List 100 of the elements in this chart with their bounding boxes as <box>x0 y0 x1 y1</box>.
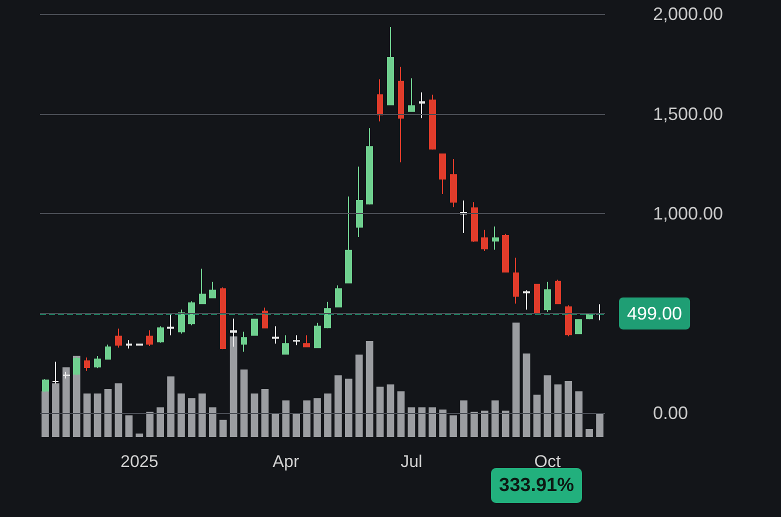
candlestick <box>262 307 268 328</box>
bar <box>554 384 562 437</box>
candlestick <box>555 279 561 304</box>
bar <box>324 394 332 437</box>
candlestick <box>251 318 258 336</box>
candlestick <box>282 334 289 355</box>
bar <box>282 400 290 437</box>
bar <box>450 415 457 437</box>
candlestick <box>492 226 499 250</box>
bar <box>575 391 583 437</box>
candlestick <box>523 290 530 310</box>
y-tick-label: 2,000.00 <box>653 4 724 24</box>
bar <box>167 376 174 437</box>
candlestick <box>126 340 132 350</box>
bar <box>62 367 70 437</box>
x-tick-label: 2025 <box>120 452 158 471</box>
bar <box>104 388 112 437</box>
candlestick <box>335 284 342 308</box>
bar <box>42 391 49 437</box>
y-tick-label: 1,500.00 <box>653 104 724 124</box>
candlestick <box>94 355 101 369</box>
bar <box>502 410 510 437</box>
candlestick <box>188 300 195 326</box>
candlestick <box>450 158 457 208</box>
bar <box>230 336 238 437</box>
bar <box>83 394 91 437</box>
bar <box>408 407 416 437</box>
x-tick-label: Oct <box>534 452 561 471</box>
bar <box>219 420 227 437</box>
candlestick <box>115 328 122 348</box>
x-tick-label: Jul <box>400 452 422 471</box>
bar <box>314 398 321 437</box>
bar <box>198 394 206 437</box>
candlestick <box>586 314 593 320</box>
bar <box>481 410 488 437</box>
candlestick <box>146 330 153 346</box>
candlestick <box>471 202 478 242</box>
bar <box>156 407 164 437</box>
ref-line-label: 499.00 <box>627 303 682 324</box>
candlestick <box>398 66 404 163</box>
bar <box>355 354 363 437</box>
candlestick <box>439 154 446 194</box>
candlestick <box>293 334 300 346</box>
bar <box>250 394 258 437</box>
bar <box>334 375 342 437</box>
bar <box>208 407 216 437</box>
bar <box>188 398 196 437</box>
bar <box>366 340 374 437</box>
bar <box>418 407 426 437</box>
candlestick <box>199 268 206 304</box>
candlestick <box>419 92 425 119</box>
candlestick <box>502 233 509 272</box>
candlestick <box>209 281 216 298</box>
candlestick <box>387 26 394 106</box>
bar <box>146 412 154 437</box>
candlestick <box>408 78 415 112</box>
bar <box>596 412 604 437</box>
candlestick <box>220 286 226 350</box>
candlestick <box>303 334 310 348</box>
bar <box>586 428 593 437</box>
candlestick <box>324 301 331 329</box>
candlestick <box>481 229 488 252</box>
bar <box>272 412 280 437</box>
candlestick <box>345 196 352 284</box>
y-tick-label: 1,000.00 <box>653 204 724 224</box>
candlestick <box>73 356 80 376</box>
bar <box>491 400 499 437</box>
candlestick <box>377 78 383 122</box>
bar <box>303 400 310 437</box>
bar <box>344 378 352 437</box>
candlestick <box>84 357 90 372</box>
candlestick <box>356 166 363 238</box>
bar <box>386 384 394 437</box>
x-tick-label: Apr <box>272 452 300 471</box>
bar <box>544 375 552 437</box>
bar <box>376 386 384 437</box>
candlestick <box>42 378 49 393</box>
bar <box>52 383 60 437</box>
bar <box>439 410 446 437</box>
bar <box>533 394 541 437</box>
bar <box>460 400 468 437</box>
candlestick <box>565 304 572 337</box>
candlestick <box>63 371 70 379</box>
candlestick <box>136 343 143 346</box>
candlestick <box>314 322 321 349</box>
candlestick <box>544 281 551 312</box>
candlestick <box>272 326 279 344</box>
candlestick <box>241 331 247 352</box>
candlestick <box>167 313 174 336</box>
bar <box>114 383 122 437</box>
y-tick-label: 0.00 <box>653 403 688 423</box>
candlestick <box>105 344 111 360</box>
bar <box>522 354 530 437</box>
bar <box>564 380 572 437</box>
bar <box>470 412 478 437</box>
text: 333.91% <box>499 475 574 496</box>
candlestick <box>429 94 436 150</box>
bar <box>261 388 269 437</box>
candlestick <box>230 318 237 348</box>
candlestick <box>157 326 164 344</box>
